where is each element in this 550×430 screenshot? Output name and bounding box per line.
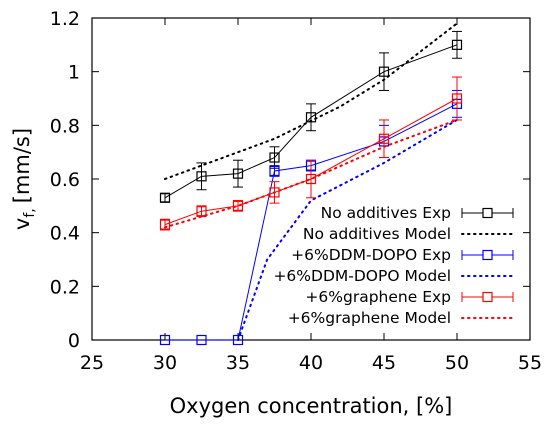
- y-axis-title-subscript: f,: [22, 208, 38, 217]
- y-tick-label: 0.6: [50, 169, 80, 191]
- legend-label: +6%graphene Model: [288, 309, 451, 327]
- y-axis-title-main: v: [10, 218, 34, 230]
- legend-entry: +6%DDM-DOPO Model: [273, 267, 514, 285]
- x-tick-label: 55: [518, 352, 542, 374]
- data-point: [451, 39, 463, 50]
- legend-entry: +6%graphene Exp: [305, 288, 514, 306]
- data-point: [269, 165, 280, 177]
- series-line: [164, 118, 458, 229]
- data-point: [232, 200, 244, 211]
- legend-entry: No additives Exp: [321, 204, 514, 222]
- y-tick-label: 0.2: [50, 276, 80, 298]
- data-point: [269, 152, 280, 163]
- x-tick-label: 30: [153, 352, 177, 374]
- x-axis-title: Oxygen concentration, [%]: [170, 394, 453, 418]
- x-tick-label: 40: [299, 352, 323, 374]
- series-layer: [159, 22, 463, 346]
- series-5: [164, 118, 458, 229]
- data-point: [269, 187, 280, 198]
- data-point: [378, 133, 390, 144]
- series-0: [159, 30, 463, 203]
- axis-ticks: 25 30 35 40 45 50 55 0 0.2 0.4 0.6 0.8 1 1.2: [50, 8, 542, 374]
- x-tick-label: 35: [226, 352, 250, 374]
- legend-label: No additives Exp: [321, 204, 451, 222]
- data-point: [196, 171, 207, 182]
- y-tick-label: 1: [68, 62, 80, 84]
- legend-marker: [482, 291, 493, 303]
- y-axis-title-unit: [mm/s]: [10, 128, 34, 203]
- x-tick-label: 50: [445, 352, 469, 374]
- series-4: [159, 76, 463, 231]
- data-point: [378, 66, 390, 77]
- data-point: [159, 192, 171, 203]
- y-tick-label: 0.8: [50, 115, 80, 137]
- data-point: [196, 206, 207, 217]
- x-tick-label: 45: [372, 352, 396, 374]
- legend-label: +6%graphene Exp: [305, 288, 451, 306]
- x-tick-label: 25: [80, 352, 104, 374]
- legend-entry: No additives Model: [303, 225, 514, 243]
- series-1: [164, 22, 458, 180]
- series-line: [164, 22, 458, 180]
- data-point: [196, 334, 207, 346]
- legend-marker: [482, 249, 493, 261]
- legend-label: No additives Model: [303, 225, 451, 243]
- legend-entry: +6%DDM-DOPO Exp: [291, 246, 514, 264]
- legend-label: +6%DDM-DOPO Model: [273, 267, 451, 285]
- series-3: [237, 118, 458, 341]
- legend-entry: +6%graphene Model: [288, 309, 514, 327]
- series-line: [237, 118, 458, 341]
- data-point: [159, 334, 171, 346]
- legend-marker: [482, 207, 493, 219]
- legend: No additives Exp No additives Model +6%DDM…: [273, 204, 514, 327]
- data-point: [159, 219, 171, 230]
- y-tick-label: 0: [68, 330, 80, 352]
- y-axis-title: vf, [mm/s]: [10, 128, 38, 230]
- y-tick-label: 1.2: [50, 8, 80, 30]
- data-point: [305, 173, 317, 185]
- y-tick-label: 0.4: [50, 223, 80, 245]
- data-point: [232, 334, 244, 346]
- legend-label: +6%DDM-DOPO Exp: [291, 246, 451, 264]
- data-point: [451, 93, 463, 104]
- data-point: [232, 168, 244, 179]
